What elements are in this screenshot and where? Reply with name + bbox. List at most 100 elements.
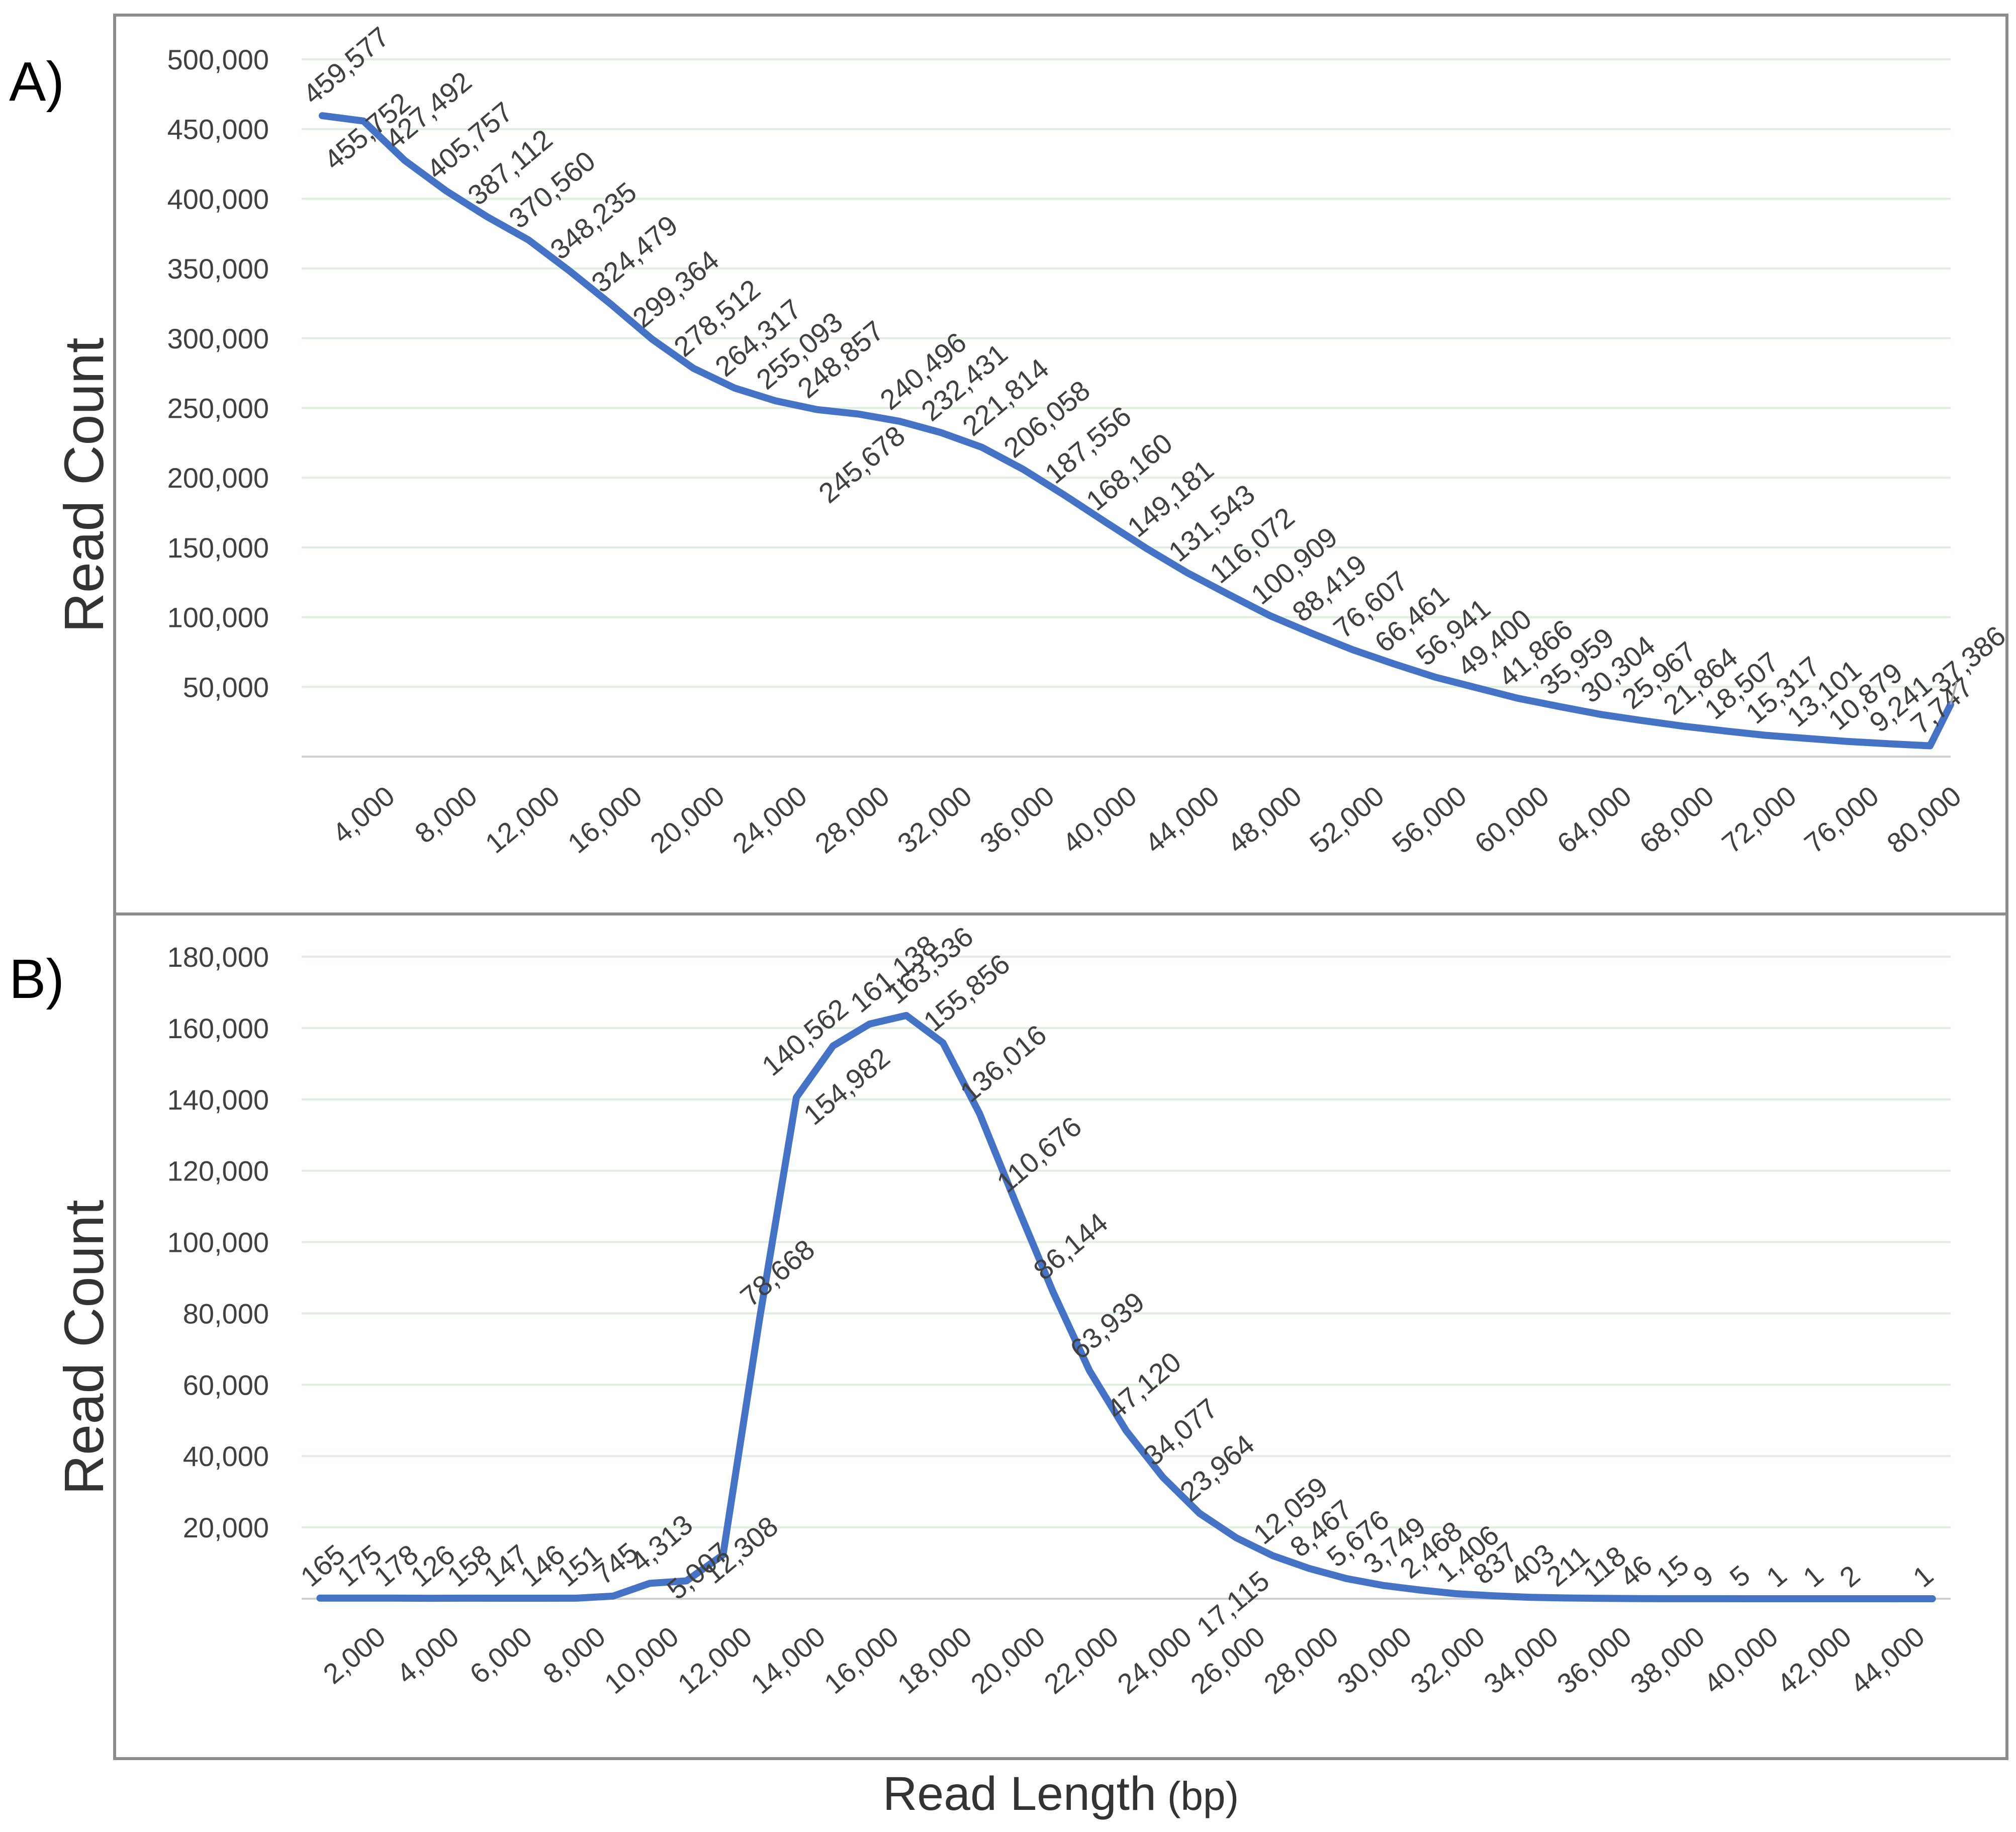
- panel-b-x-tick-label: 12,000: [672, 1620, 758, 1700]
- panel-a-data-point: [855, 411, 861, 417]
- x-axis-title-main: Read Length: [883, 1767, 1156, 1820]
- panel-a-x-tick-label: 64,000: [1551, 780, 1637, 859]
- panel-b-frame: [113, 912, 2008, 1760]
- panel-b-y-tick-label: 120,000: [167, 1155, 269, 1187]
- panel-b-data-point: [1746, 1595, 1753, 1602]
- panel-b-data-point: [1159, 1474, 1166, 1481]
- panel-b-data-point: [683, 1578, 690, 1584]
- panel-b-data-point: [1196, 1510, 1203, 1516]
- panel-a-data-point: [1515, 695, 1521, 701]
- panel-a-data-point: [649, 336, 655, 342]
- panel-a-data-point: [567, 267, 573, 274]
- panel-a-data-point: [1556, 703, 1562, 710]
- panel-a-data-point: [1226, 592, 1232, 598]
- panel-a-series-line: [319, 112, 1954, 750]
- panel-b-x-tick-label: 10,000: [598, 1620, 685, 1700]
- panel-a-data-point: [1267, 613, 1273, 619]
- panel-b-x-tick-label: 32,000: [1404, 1620, 1491, 1700]
- panel-b-x-tick-label: 26,000: [1184, 1620, 1271, 1700]
- panel-a-y-tick-label: 450,000: [167, 114, 269, 145]
- panel-a-data-point: [1680, 723, 1686, 729]
- panel-b-data-label: 1: [1760, 1559, 1792, 1593]
- panel-b-x-tick-label: 44,000: [1844, 1620, 1931, 1700]
- panel-b-y-tick-label: 160,000: [167, 1013, 269, 1044]
- panel-a-x-tick-label: 52,000: [1304, 780, 1390, 859]
- panel-a-data-point: [360, 118, 366, 124]
- panel-a-x-tick-label: 36,000: [974, 780, 1060, 859]
- panel-b-x-tick-label: 20,000: [965, 1620, 1051, 1700]
- panel-a-x-tick-label: 4,000: [326, 780, 401, 849]
- panel-a-data-point: [896, 418, 902, 424]
- panel-b-x-tick-label: 6,000: [464, 1620, 538, 1690]
- panel-a-y-tick-label: 50,000: [183, 671, 269, 703]
- panel-b-data-point: [1819, 1595, 1825, 1602]
- panel-a-data-point: [608, 301, 614, 307]
- panel-a-x-tick-label: 12,000: [479, 780, 566, 859]
- panel-a-leader-line: [1950, 681, 1958, 705]
- panel-b-x-tick-label: 8,000: [537, 1620, 611, 1690]
- panel-b-data-label: 78,668: [734, 1233, 820, 1313]
- panel-a-data-point: [1020, 466, 1026, 473]
- panel-b-data-point: [1123, 1427, 1129, 1434]
- panel-b-data-label: 5: [1723, 1559, 1756, 1593]
- panel-b-y-tick-label: 20,000: [183, 1512, 269, 1543]
- panel-b-data-point: [1306, 1565, 1313, 1572]
- panel-a-data-point: [525, 237, 531, 243]
- panel-a-y-tick-label: 500,000: [167, 44, 269, 75]
- panel-b-x-tick-label: 34,000: [1478, 1620, 1564, 1700]
- panel-a-x-tick-label: 60,000: [1469, 780, 1555, 859]
- panel-b-data-point: [464, 1595, 470, 1601]
- panel-b-x-tick-label: 18,000: [891, 1620, 978, 1700]
- panel-b-x-tick-label: 36,000: [1551, 1620, 1637, 1700]
- panel-b-y-tick-label: 40,000: [183, 1440, 269, 1472]
- panel-a-data-point: [1927, 743, 1933, 749]
- panel-a-x-tick-label: 48,000: [1221, 780, 1308, 859]
- panel-b-data-point: [500, 1595, 506, 1601]
- panel-b-data-point: [757, 1315, 763, 1321]
- panel-a-x-tick-label: 80,000: [1881, 780, 1967, 859]
- panel-b-data-point: [1599, 1595, 1606, 1602]
- panel-b-x-tick-label: 28,000: [1258, 1620, 1344, 1700]
- panel-a-data-point: [402, 157, 408, 164]
- panel-b-x-tick-label: 30,000: [1331, 1620, 1418, 1700]
- x-axis-title-unit: (bp): [1167, 1774, 1239, 1818]
- panel-b-x-tick-label: 24,000: [1111, 1620, 1198, 1700]
- panel-a-data-point: [773, 398, 779, 404]
- panel-b-data-point: [573, 1595, 580, 1601]
- panel-a-x-tick-label: 56,000: [1386, 780, 1473, 859]
- panel-a-data-point: [1597, 711, 1603, 717]
- panel-b-data-point: [976, 1111, 983, 1117]
- panel-b-x-tick-label: 14,000: [745, 1620, 831, 1700]
- panel-a-data-point: [1185, 570, 1191, 577]
- panel-b-data-point: [1856, 1595, 1862, 1602]
- panel-a-x-tick-label: 76,000: [1798, 780, 1885, 859]
- panel-a-data-point: [1845, 738, 1851, 745]
- panel-b-y-tick-label: 60,000: [183, 1369, 269, 1401]
- panel-a-data-label: 245,678: [812, 419, 911, 509]
- panel-b-y-axis-title: Read Count: [53, 1200, 115, 1495]
- panel-b-data-point: [1050, 1288, 1056, 1295]
- panel-b-label: B): [9, 948, 64, 1010]
- panel-a-data-point: [938, 429, 944, 436]
- panel-a-y-tick-label: 400,000: [167, 183, 269, 215]
- panel-a-data-point: [814, 406, 820, 413]
- panel-b-data-point: [1380, 1582, 1386, 1589]
- panel-a-data-point: [1803, 735, 1809, 742]
- panel-a-data-label: 459,577: [297, 21, 395, 110]
- panel-b-data-point: [390, 1595, 397, 1601]
- panel-a-x-tick-label: 8,000: [409, 780, 483, 849]
- panel-a-data-point: [1144, 545, 1150, 552]
- panel-b-data-point: [940, 1040, 946, 1046]
- panel-a-x-tick-label: 16,000: [562, 780, 648, 859]
- panel-b-data-label: 9: [1687, 1559, 1719, 1593]
- panel-b-data-point: [1013, 1201, 1020, 1207]
- panel-b-y-tick-label: 100,000: [167, 1227, 269, 1258]
- panel-b-x-tick-label: 38,000: [1624, 1620, 1711, 1700]
- panel-a-data-point: [1474, 684, 1480, 691]
- panel-a-data-point: [731, 385, 738, 391]
- panel-b-data-label: 17,115: [1190, 1565, 1275, 1643]
- panel-b-data-label: 154,982: [797, 1041, 896, 1131]
- panel-b-data-point: [720, 1551, 726, 1558]
- panel-a-x-tick-label: 28,000: [809, 780, 895, 859]
- panel-a-data-point: [1391, 661, 1397, 667]
